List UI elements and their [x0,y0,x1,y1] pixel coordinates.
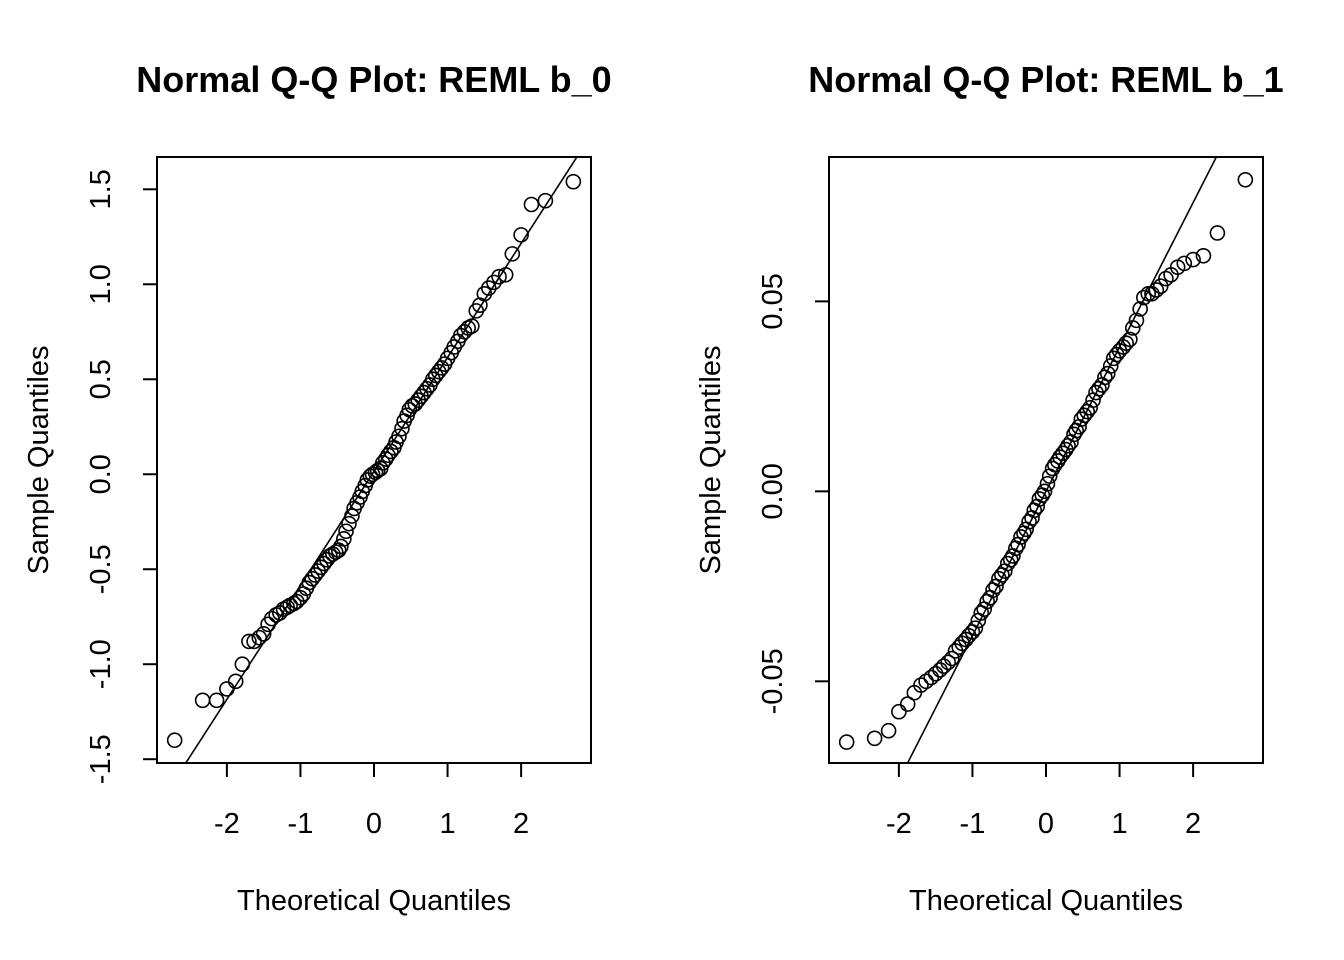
chart-title: Normal Q-Q Plot: REML b_1 [808,59,1283,100]
x-tick-label: 1 [439,808,455,840]
x-axis-label: Theoretical Quantiles [237,885,511,917]
x-tick-label: 2 [513,808,529,840]
y-tick-label: -1.0 [85,639,117,689]
x-tick-label: 2 [1185,808,1201,840]
y-tick-label: 0.00 [757,463,789,519]
y-tick-label: -0.05 [757,648,789,714]
y-tick-label: 0.05 [757,273,789,329]
x-tick-label: 1 [1111,808,1127,840]
y-tick-label: 1.5 [85,169,117,209]
x-tick-label: -2 [214,808,240,840]
y-tick-label: -1.5 [85,734,117,784]
y-tick-label: 0.5 [85,359,117,399]
x-tick-label: -1 [288,808,314,840]
y-axis-label: Sample Quantiles [23,346,55,575]
x-tick-label: 0 [1038,808,1054,840]
y-axis-label: Sample Quantiles [695,346,727,575]
x-tick-label: 0 [366,808,382,840]
x-tick-label: -2 [886,808,912,840]
chart-title: Normal Q-Q Plot: REML b_0 [136,59,611,100]
y-tick-label: -0.5 [85,544,117,594]
y-tick-label: 1.0 [85,264,117,304]
x-axis-label: Theoretical Quantiles [909,885,1183,917]
y-tick-label: 0.0 [85,454,117,494]
x-tick-label: -1 [960,808,986,840]
